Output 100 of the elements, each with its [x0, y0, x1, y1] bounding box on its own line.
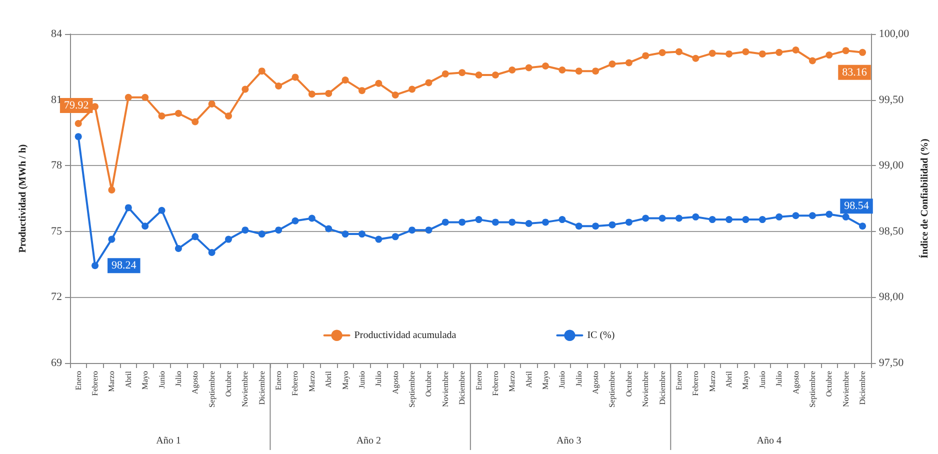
point — [525, 220, 532, 227]
legend-label: IC (%) — [587, 330, 615, 341]
point — [492, 218, 499, 226]
point — [192, 118, 199, 126]
point — [208, 248, 216, 256]
point — [608, 221, 616, 228]
point — [542, 218, 550, 226]
x-tick-label: Noviembre — [440, 370, 450, 407]
point — [408, 86, 416, 93]
y-tick-label: 69 — [51, 357, 62, 369]
point — [692, 54, 700, 62]
x-tick-label: Diciembre — [658, 370, 667, 405]
point — [758, 216, 766, 224]
point — [208, 100, 216, 108]
y2-tick-label: 99,50 — [878, 94, 904, 106]
point — [758, 50, 766, 58]
x-tick-label: Diciembre — [458, 370, 467, 405]
x-tick-label: Noviembre — [841, 370, 850, 407]
point — [325, 90, 332, 97]
x-tick-label: Diciembre — [858, 370, 868, 405]
point — [859, 48, 866, 56]
point — [425, 226, 432, 234]
point — [608, 60, 616, 68]
point — [592, 222, 600, 230]
x-tick-label: Mayo — [140, 371, 150, 390]
point — [742, 216, 750, 224]
y-tick-label: 75 — [51, 225, 62, 238]
x-tick-label: Mayo — [541, 371, 550, 390]
point — [492, 72, 499, 79]
point — [74, 120, 82, 127]
x-tick-label: Febrero — [691, 371, 700, 396]
point — [826, 52, 833, 59]
point — [158, 206, 166, 214]
x-tick-label: Noviembre — [240, 370, 250, 407]
point — [826, 210, 833, 218]
point — [225, 236, 232, 243]
point — [776, 48, 783, 56]
y-tick-label: 81 — [51, 94, 62, 106]
point — [708, 216, 716, 224]
point — [442, 218, 449, 226]
x-tick-label: Julio — [574, 371, 584, 387]
point — [792, 212, 800, 220]
point — [692, 213, 700, 220]
text: Año 2 — [356, 436, 382, 446]
point — [258, 68, 266, 75]
point — [108, 236, 116, 243]
x-tick-label: Agosto — [791, 371, 800, 394]
point — [475, 216, 482, 224]
point — [575, 68, 582, 75]
point — [542, 62, 550, 70]
data-label: 98.54 — [844, 200, 870, 212]
point — [508, 66, 516, 74]
x-tick-label: Septiembre — [608, 370, 617, 408]
x-tick-label: Febrero — [490, 371, 500, 396]
legend-label: Productividad acumulada — [354, 330, 457, 341]
point — [842, 47, 850, 54]
x-tick-label: Octubre — [824, 370, 834, 397]
y2-axis-title: Índice de Confiabilidad (%) — [918, 138, 930, 258]
x-tick-label: Septiembre — [808, 370, 817, 408]
x-tick-label: Febrero — [290, 371, 300, 396]
point — [458, 218, 466, 226]
point — [525, 64, 532, 72]
point — [325, 225, 332, 232]
point — [124, 204, 132, 212]
text: Año 3 — [556, 436, 582, 446]
point — [859, 222, 866, 230]
point — [442, 70, 449, 78]
point — [392, 233, 399, 240]
point — [375, 236, 382, 243]
point — [92, 103, 99, 110]
point — [74, 133, 82, 140]
point — [425, 79, 432, 86]
x-tick-label: Junio — [758, 371, 767, 388]
point — [308, 214, 316, 222]
point — [625, 218, 632, 226]
x-tick-label: Marzo — [708, 371, 717, 392]
x-tick-label: Septiembre — [408, 370, 417, 408]
point — [242, 86, 249, 93]
data-label: 83.16 — [842, 66, 868, 78]
x-tick-label: Marzo — [307, 371, 316, 392]
point — [642, 52, 650, 60]
x-tick-label: Julio — [774, 371, 784, 387]
point — [742, 48, 750, 56]
x-tick-label: Enero — [474, 371, 484, 390]
y-tick-label: 72 — [51, 291, 62, 304]
x-tick-label: Noviembre — [641, 370, 650, 407]
point — [558, 66, 566, 74]
point — [808, 212, 816, 220]
x-tick-label: Junio — [558, 371, 567, 388]
point — [158, 112, 166, 120]
point — [292, 217, 299, 224]
x-tick-label: Abril — [324, 370, 334, 388]
y2-tick-label: 98,50 — [878, 225, 904, 238]
x-tick-label: Abril — [724, 370, 734, 388]
point — [358, 230, 366, 238]
x-tick-label: Agosto — [591, 371, 600, 394]
x-tick-label: Agosto — [190, 371, 200, 394]
x-tick-label: Octubre — [624, 370, 634, 397]
x-tick-label: Septiembre — [207, 370, 216, 408]
y2-tick-label: 98,00 — [878, 291, 904, 304]
